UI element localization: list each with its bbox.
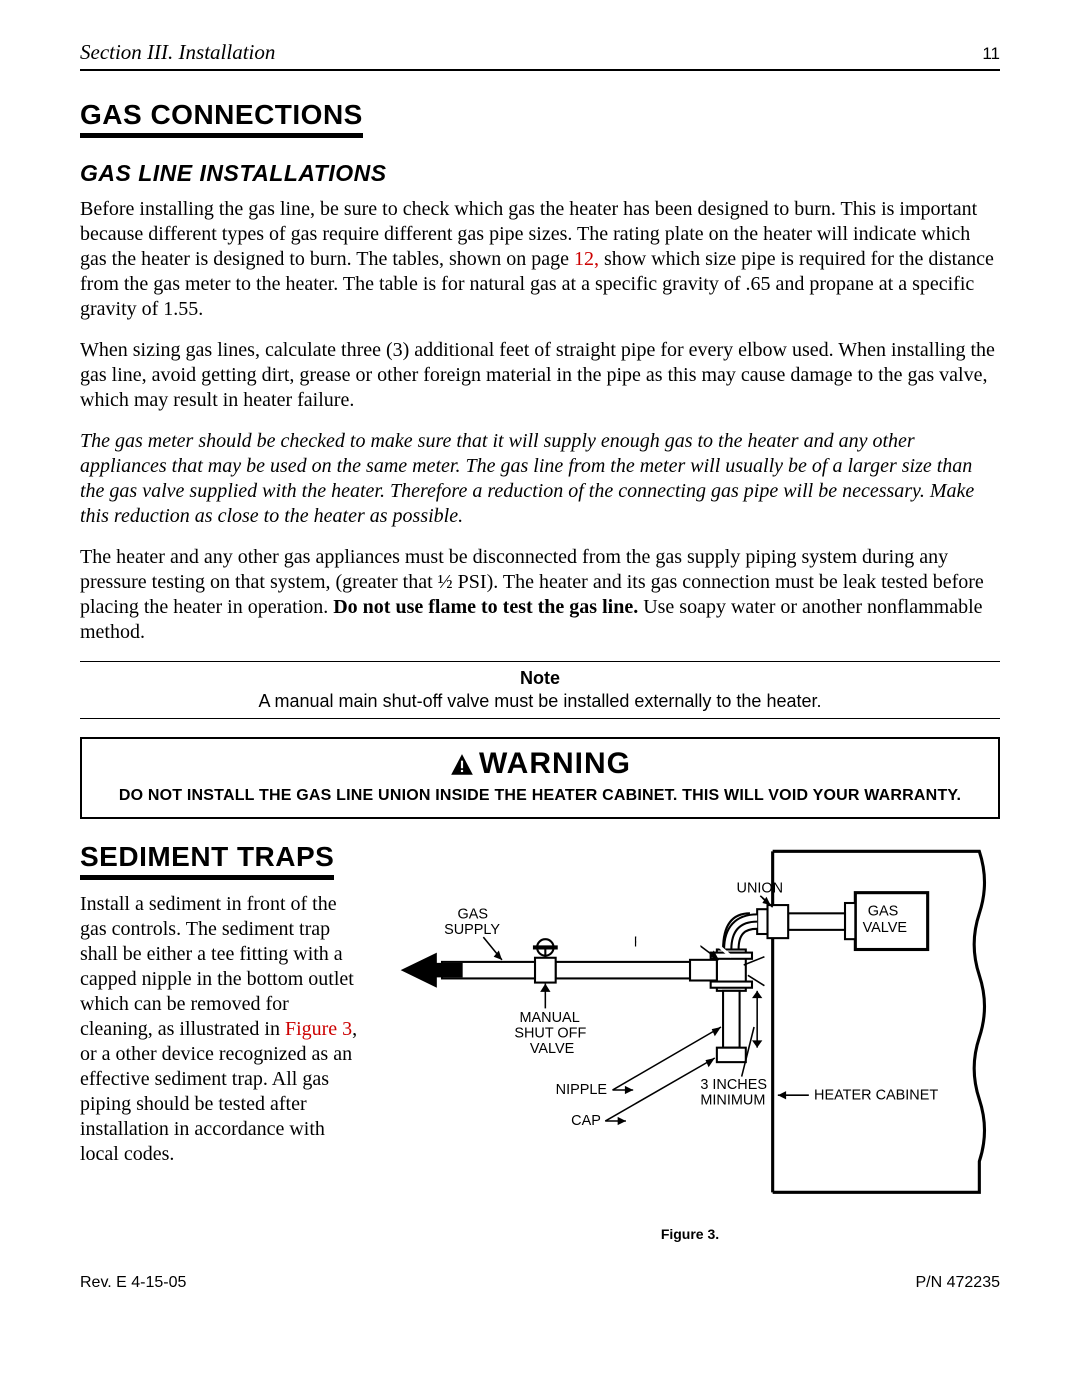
figure-3-ref: Figure 3 (285, 1018, 352, 1040)
paragraph-3-italic: The gas meter should be checked to make … (80, 429, 1000, 529)
label-shutoff-2: SHUT OFF (514, 1025, 586, 1041)
paragraph-4: The heater and any other gas appliances … (80, 545, 1000, 645)
note-rule-top (80, 661, 1000, 662)
label-gas-supply-1: GAS (458, 907, 489, 923)
figure-caption: Figure 3. (380, 1226, 1000, 1242)
page: Section III. Installation 11 GAS CONNECT… (0, 0, 1080, 1397)
paragraph-2: When sizing gas lines, calculate three (… (80, 338, 1000, 413)
warning-text: DO NOT INSTALL THE GAS LINE UNION INSIDE… (96, 787, 984, 805)
sediment-text-b: , or a other device recognized as an eff… (80, 1018, 357, 1165)
page-number: 11 (982, 44, 1000, 64)
label-nipple: NIPPLE (556, 1082, 608, 1098)
label-union: UNION (737, 881, 784, 897)
sediment-section: SEDIMENT TRAPS Install a sediment in fro… (80, 841, 1000, 1242)
sediment-trap-diagram: GAS VALVE (380, 841, 1000, 1213)
page-header: Section III. Installation 11 (80, 40, 1000, 71)
warning-triangle-icon (449, 747, 475, 781)
label-cap: CAP (571, 1113, 601, 1129)
heading-sediment-traps: SEDIMENT TRAPS (80, 841, 360, 884)
warning-box: WARNING DO NOT INSTALL THE GAS LINE UNIO… (80, 737, 1000, 819)
paragraph-1: Before installing the gas line, be sure … (80, 197, 1000, 322)
figure-3: GAS VALVE (380, 841, 1000, 1242)
page-ref-12: 12, (574, 248, 599, 270)
para4-bold: Do not use flame to test the gas line. (333, 596, 638, 618)
label-3in-1: 3 INCHES (700, 1077, 767, 1093)
heading-text: GAS CONNECTIONS (80, 99, 363, 138)
note-title: Note (80, 668, 1000, 689)
note-block: Note A manual main shut-off valve must b… (80, 661, 1000, 719)
sediment-text-col: SEDIMENT TRAPS Install a sediment in fro… (80, 841, 360, 1183)
label-shutoff-1: MANUAL (520, 1010, 580, 1026)
label-3in-2: MINIMUM (700, 1093, 765, 1109)
label-gas-supply-2: SUPPLY (444, 922, 500, 938)
label-shutoff-3: VALVE (530, 1041, 575, 1057)
page-footer: Rev. E 4-15-05 P/N 472235 (80, 1274, 1000, 1292)
footer-pn: P/N 472235 (915, 1274, 1000, 1292)
note-text: A manual main shut-off valve must be ins… (80, 691, 1000, 712)
sediment-paragraph: Install a sediment in front of the gas c… (80, 892, 360, 1167)
warning-title-row: WARNING (449, 747, 631, 781)
label-gas-valve-1: GAS (868, 903, 899, 919)
label-gas-valve-2: VALVE (863, 920, 908, 936)
label-heater-cabinet: HEATER CABINET (814, 1087, 938, 1103)
warning-title: WARNING (479, 747, 631, 781)
note-rule-bottom (80, 718, 1000, 719)
heading-gas-connections: GAS CONNECTIONS (80, 99, 1000, 142)
heading-text: SEDIMENT TRAPS (80, 841, 334, 880)
section-title: Section III. Installation (80, 40, 275, 65)
subheading-gas-line: GAS LINE INSTALLATIONS (80, 160, 1000, 187)
flow-arrow-icon (401, 953, 463, 988)
footer-rev: Rev. E 4-15-05 (80, 1274, 186, 1292)
